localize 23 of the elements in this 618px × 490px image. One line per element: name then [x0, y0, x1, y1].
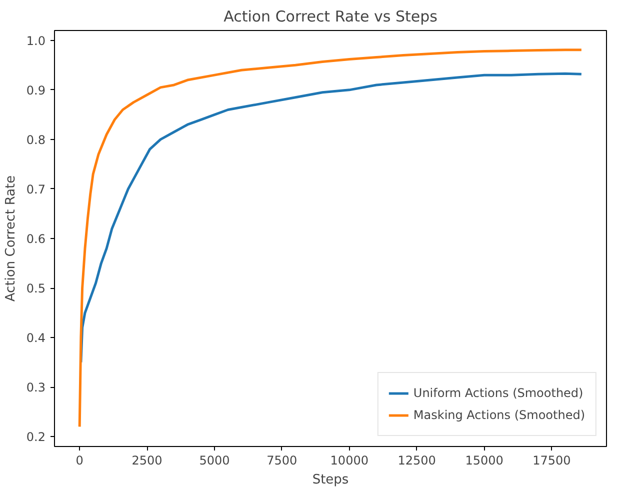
y-tick-label: 0.4 — [26, 331, 46, 346]
x-tick-label: 17500 — [532, 454, 571, 468]
y-axis-title: Action Correct Rate — [3, 175, 18, 302]
y-tick-label: 0.7 — [26, 182, 46, 196]
x-tick-label: 0 — [76, 454, 84, 468]
x-tick-label: 15000 — [465, 454, 504, 468]
y-tick-label: 0.9 — [26, 83, 46, 98]
x-tick-label: 12500 — [398, 454, 436, 468]
chart-title: Action Correct Rate vs Steps — [224, 8, 438, 26]
x-tick-label: 10000 — [330, 454, 368, 468]
x-tick-label: 7500 — [266, 454, 298, 468]
legend-label: Masking Actions (Smoothed) — [413, 408, 585, 422]
legend-label: Uniform Actions (Smoothed) — [413, 386, 584, 400]
y-tick-label: 0.6 — [26, 232, 46, 246]
y-tick-label: 0.2 — [26, 430, 46, 444]
y-tick-label: 0.5 — [26, 282, 46, 296]
line-series — [78, 48, 583, 428]
y-tick-label: 0.8 — [26, 132, 46, 147]
x-axis-title: Steps — [312, 472, 349, 488]
x-tick-label: 2500 — [132, 454, 162, 468]
x-tick-label: 5000 — [199, 454, 230, 468]
y-tick-label: 1.0 — [26, 34, 46, 48]
y-tick-label: 0.3 — [26, 380, 46, 395]
